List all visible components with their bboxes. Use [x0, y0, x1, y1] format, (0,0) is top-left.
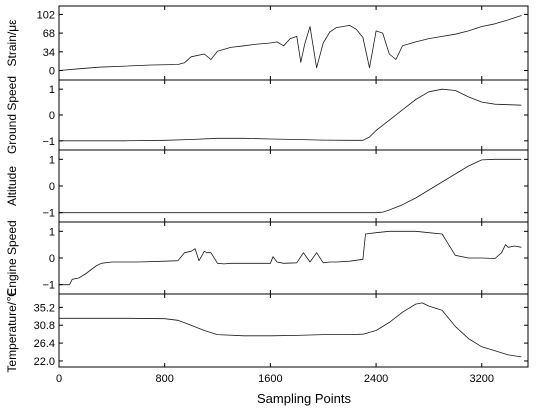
x-tick-label: 3200 [470, 373, 494, 385]
y-axis-title-panel-1: Strain/με [5, 19, 19, 67]
series-line-panel-2 [59, 88, 522, 142]
y-tick-label: −1 [42, 208, 55, 220]
y-axis-title-panel-4: Engine Speed [5, 220, 19, 295]
x-tick-label: 2400 [364, 373, 388, 385]
series-line-panel-3 [59, 158, 522, 214]
panel-frame [58, 221, 529, 295]
x-tick-label: 0 [56, 373, 62, 385]
series-line-panel-1 [58, 15, 522, 71]
y-tick-label: 34 [43, 47, 55, 59]
panel-frame [58, 5, 529, 81]
y-tick-label: 22.0 [34, 356, 55, 368]
panel-3: −1 0 1 Altitude [5, 149, 529, 223]
y-tick-label: 0 [49, 253, 55, 265]
panels-layer: 0 34 68 102 Strain/με −1 0 1 Ground Speed −1 0 1 Alt… [5, 5, 529, 373]
y-axis-title-panel-3: Altitude [5, 166, 19, 206]
panel-frame [58, 149, 529, 223]
y-tick-label: 26.4 [34, 338, 55, 350]
y-tick-label: 1 [49, 84, 55, 96]
x-tick-label: 800 [156, 373, 174, 385]
y-axis-title-panel-2: Ground Speed [5, 76, 19, 154]
y-tick-label: 0 [49, 110, 55, 122]
series-line-panel-5 [59, 302, 522, 358]
x-axis: 0 800 1600 2400 3200 [56, 373, 494, 385]
y-tick-label: −1 [42, 280, 55, 292]
x-axis-title: Sampling Points [257, 391, 351, 406]
panel-4: −1 0 1 Engine Speed [5, 220, 529, 296]
panel-5: 22.0 26.4 30.8 35.2 Temperature/℃ [5, 288, 529, 373]
y-tick-label: −1 [42, 136, 55, 148]
y-tick-label: 1 [49, 154, 55, 166]
series-line-panel-4 [59, 230, 522, 286]
y-tick-label: 0 [49, 66, 55, 78]
x-tick-label: 1600 [258, 373, 282, 385]
y-tick-label: 68 [43, 28, 55, 40]
panel-2: −1 0 1 Ground Speed [5, 76, 529, 154]
y-tick-label: 35.2 [34, 302, 55, 314]
panel-frame [58, 293, 529, 368]
y-tick-label: 0 [49, 181, 55, 193]
panel-1: 0 34 68 102 Strain/με [5, 5, 529, 81]
y-tick-label: 1 [49, 226, 55, 238]
y-axis-title-panel-5: Temperature/℃ [5, 288, 19, 372]
y-tick-label: 102 [37, 9, 55, 21]
y-tick-label: 30.8 [34, 320, 55, 332]
